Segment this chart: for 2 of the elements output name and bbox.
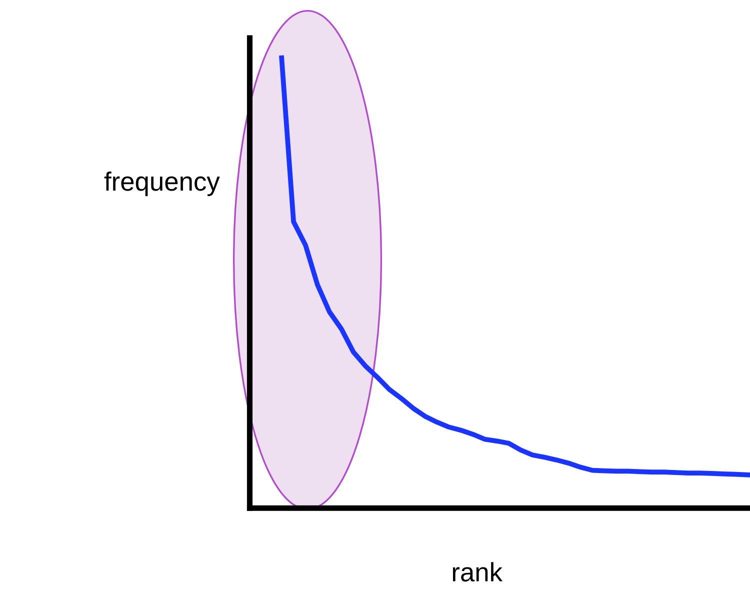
y-axis-title: frequency: [104, 172, 220, 196]
x-axis-title: rank: [452, 562, 503, 582]
